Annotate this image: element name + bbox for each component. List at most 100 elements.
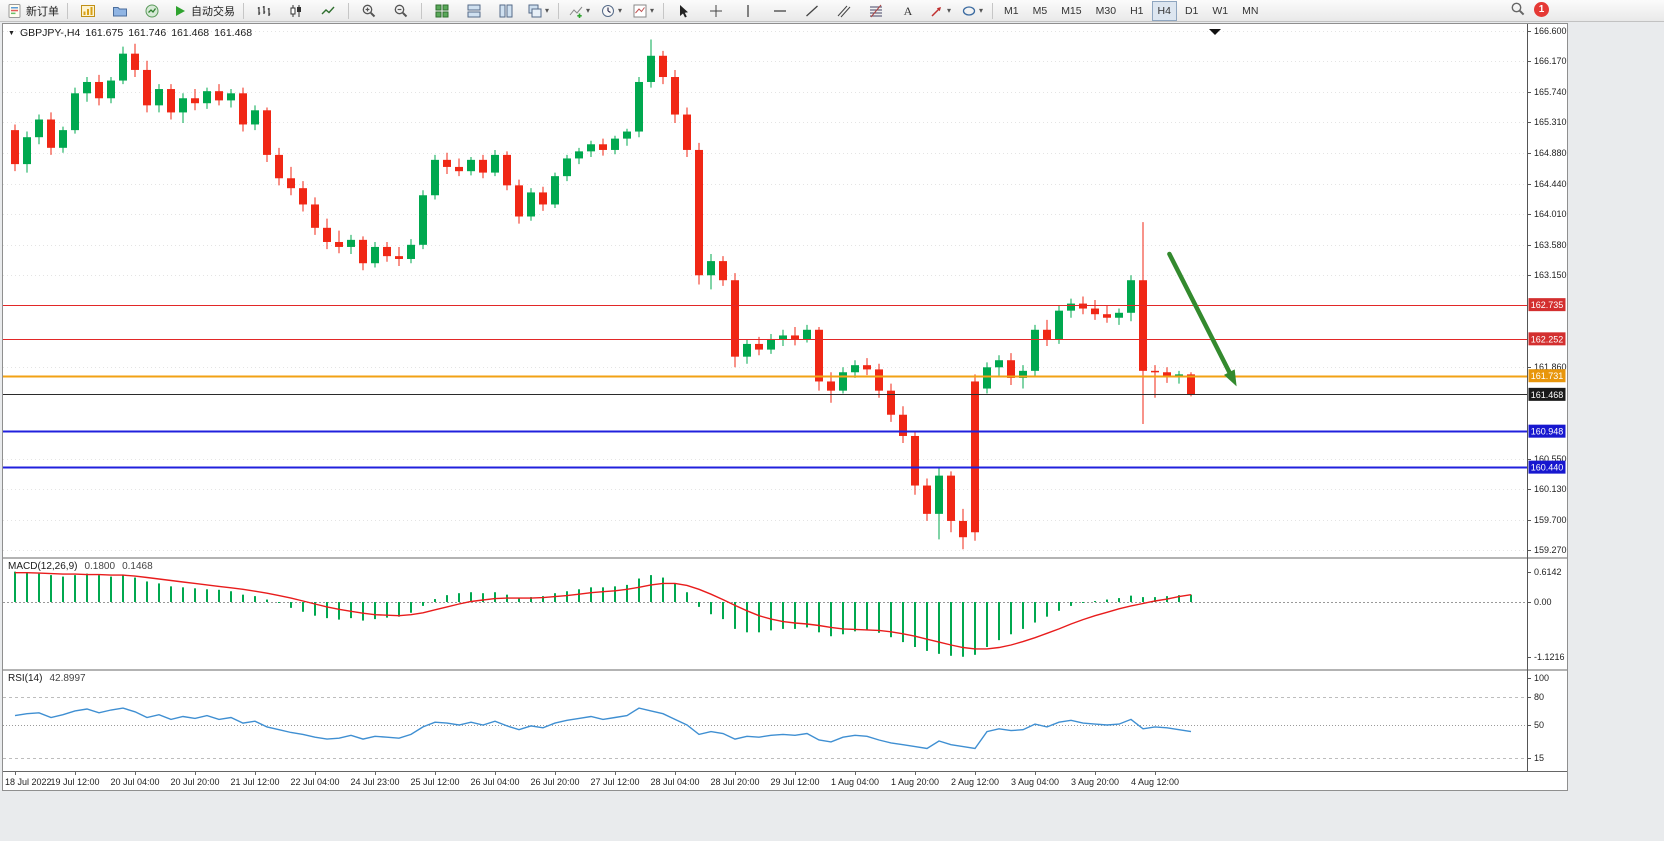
macd-pane bbox=[3, 571, 1527, 657]
clock-icon bbox=[600, 3, 616, 19]
zoom-out-button[interactable] bbox=[385, 0, 417, 22]
candle bbox=[1151, 365, 1159, 398]
macd-bar bbox=[878, 602, 880, 633]
macd-bar bbox=[422, 602, 424, 606]
grid-icon bbox=[434, 3, 450, 19]
tf-h1[interactable]: H1 bbox=[1130, 4, 1144, 17]
macd-bar bbox=[50, 575, 52, 602]
profiles-button[interactable] bbox=[104, 0, 136, 22]
price-tick-label: 163.580 bbox=[1534, 240, 1567, 250]
macd-bar bbox=[182, 587, 184, 602]
tf-mn[interactable]: MN bbox=[1242, 4, 1259, 17]
tf-m15[interactable]: M15 bbox=[1061, 4, 1082, 17]
vertical-line-button[interactable] bbox=[732, 0, 764, 22]
market-watch-button[interactable] bbox=[136, 0, 168, 22]
trend-arrow[interactable] bbox=[1167, 251, 1237, 387]
new-order-button-label: 新订单 bbox=[26, 5, 59, 18]
new-order-button[interactable]: 新订单 bbox=[3, 0, 63, 22]
tf-m5[interactable]: M5 bbox=[1032, 4, 1048, 17]
fibonacci-button[interactable] bbox=[860, 0, 892, 22]
toolbar-separator bbox=[663, 2, 664, 19]
new-chart-button[interactable]: ▾ bbox=[522, 0, 554, 22]
candle bbox=[539, 186, 547, 211]
candlestick-chart-button[interactable] bbox=[280, 0, 312, 22]
candle bbox=[23, 131, 31, 173]
candle bbox=[1127, 275, 1135, 322]
tf-d1[interactable]: D1 bbox=[1184, 4, 1199, 17]
vline-icon bbox=[740, 3, 756, 19]
chart-window: 166.600 166.170 165.740 165.310 164.880 164.4… bbox=[2, 23, 1568, 791]
hline-icon bbox=[772, 3, 788, 19]
charts-button[interactable] bbox=[72, 0, 104, 22]
crosshair-button[interactable] bbox=[700, 0, 732, 22]
pane-splitter[interactable] bbox=[3, 557, 1567, 559]
periods-button[interactable]: ▾ bbox=[595, 0, 627, 22]
search-icon[interactable] bbox=[1510, 1, 1526, 17]
tf-h4[interactable]: H4 bbox=[1151, 0, 1177, 21]
scroll-to-end-icon[interactable] bbox=[1209, 29, 1221, 35]
candle bbox=[851, 360, 859, 378]
tile-vertical-button[interactable] bbox=[490, 0, 522, 22]
candle bbox=[323, 218, 331, 250]
macd-bar bbox=[758, 602, 760, 633]
macd-bar bbox=[1094, 601, 1096, 603]
shapes-button[interactable]: ▾ bbox=[956, 0, 988, 22]
indicators-button[interactable]: ▾ bbox=[563, 0, 595, 22]
cursor-button[interactable] bbox=[668, 0, 700, 22]
macd-bar bbox=[1130, 595, 1132, 602]
line-chart-button[interactable] bbox=[312, 0, 344, 22]
macd-bar bbox=[134, 577, 136, 602]
toolbar-separator bbox=[67, 2, 68, 19]
tf-w1[interactable]: W1 bbox=[1212, 4, 1229, 17]
arrows-button[interactable]: ▾ bbox=[924, 0, 956, 22]
text-button[interactable]: A bbox=[892, 0, 924, 22]
chart-canvas[interactable]: 166.600 166.170 165.740 165.310 164.880 164.4… bbox=[3, 24, 1567, 790]
tile-windows-button[interactable] bbox=[426, 0, 458, 22]
price-badge bbox=[1528, 369, 1566, 383]
tf-m30[interactable]: M30 bbox=[1095, 4, 1117, 17]
zoom-in-button[interactable] bbox=[353, 0, 385, 22]
candle bbox=[503, 151, 511, 191]
time-axis-label: 19 Jul 12:00 bbox=[50, 777, 99, 787]
candle bbox=[71, 87, 79, 134]
macd-bar bbox=[62, 576, 64, 602]
macd-bar bbox=[542, 596, 544, 602]
autotrading-button-label: 自动交易 bbox=[191, 5, 235, 18]
linechart-icon bbox=[320, 3, 336, 19]
trendline-button[interactable] bbox=[796, 0, 828, 22]
hlines-layer bbox=[3, 305, 1527, 469]
horizontal-line-button[interactable] bbox=[764, 0, 796, 22]
candle bbox=[167, 84, 175, 120]
channel-button[interactable] bbox=[828, 0, 860, 22]
time-axis-label: 24 Jul 23:00 bbox=[350, 777, 399, 787]
notification-badge[interactable]: 1 bbox=[1534, 1, 1549, 17]
macd-bar bbox=[710, 602, 712, 615]
macd-bar bbox=[374, 602, 376, 620]
tf-m1[interactable]: M1 bbox=[1004, 4, 1019, 17]
candle bbox=[1007, 353, 1015, 385]
candle bbox=[95, 74, 103, 106]
candle bbox=[1043, 319, 1051, 347]
bar-chart-button[interactable] bbox=[248, 0, 280, 22]
candle bbox=[215, 84, 223, 106]
macd-bar bbox=[74, 575, 76, 602]
new-order-icon bbox=[7, 3, 23, 19]
candle bbox=[527, 188, 535, 221]
price-tick-label: 160.130 bbox=[1534, 484, 1567, 494]
macd-bar bbox=[146, 581, 148, 602]
tile-horizontal-button[interactable] bbox=[458, 0, 490, 22]
candle bbox=[911, 431, 919, 495]
autotrading-button[interactable]: 自动交易 bbox=[168, 0, 239, 22]
candle bbox=[431, 154, 439, 200]
candle bbox=[659, 50, 667, 85]
rsi-axis-label: 50 bbox=[1534, 720, 1544, 730]
candle bbox=[635, 77, 643, 138]
macd-bar bbox=[974, 602, 976, 655]
candle bbox=[191, 89, 199, 111]
pane-splitter[interactable] bbox=[3, 669, 1567, 671]
templates-button[interactable]: ▾ bbox=[627, 0, 659, 22]
price-axis[interactable]: 166.600 166.170 165.740 165.310 164.880 164.4… bbox=[1527, 24, 1567, 771]
macd-bar bbox=[482, 593, 484, 602]
candle bbox=[455, 158, 463, 177]
